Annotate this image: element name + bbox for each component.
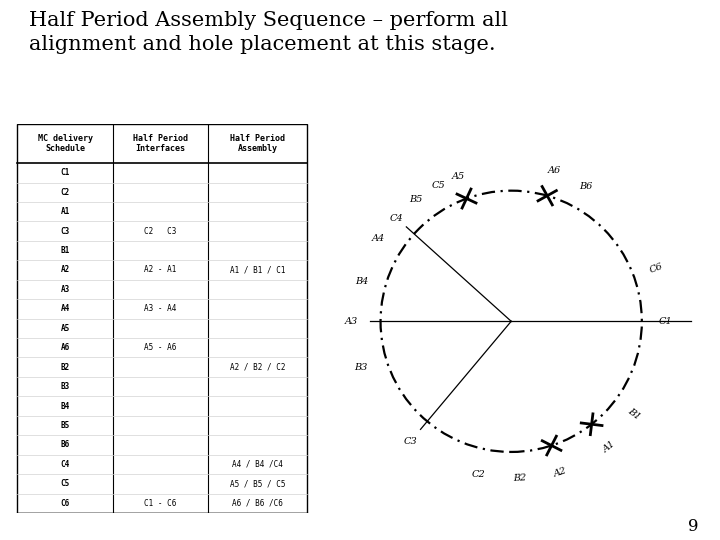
Text: C6: C6 <box>648 262 664 275</box>
Text: C4: C4 <box>60 460 70 469</box>
Text: C3: C3 <box>60 227 70 235</box>
Text: A3: A3 <box>345 317 359 326</box>
Text: A2: A2 <box>60 266 70 274</box>
Text: C1: C1 <box>659 317 672 326</box>
Text: Half Period Assembly Sequence – perform all
alignment and hole placement at this: Half Period Assembly Sequence – perform … <box>29 11 508 54</box>
Text: C1 - C6: C1 - C6 <box>145 499 176 508</box>
Text: C2: C2 <box>60 188 70 197</box>
Text: A3 - A4: A3 - A4 <box>145 305 176 313</box>
Text: A2 / B2 / C2: A2 / B2 / C2 <box>230 363 285 372</box>
Text: 9: 9 <box>688 518 698 535</box>
Text: A4: A4 <box>372 234 385 242</box>
Text: Half Period
Interfaces: Half Period Interfaces <box>133 134 188 153</box>
Text: B4: B4 <box>356 277 369 286</box>
Text: C3: C3 <box>403 437 418 446</box>
Text: A1: A1 <box>60 207 70 216</box>
Text: A2: A2 <box>553 467 568 479</box>
Text: A1: A1 <box>601 439 617 455</box>
Text: C5: C5 <box>60 480 70 488</box>
Text: C5: C5 <box>432 181 446 190</box>
Text: MC delivery
Schedule: MC delivery Schedule <box>37 134 93 153</box>
Text: B6: B6 <box>60 441 70 449</box>
Text: A5 / B5 / C5: A5 / B5 / C5 <box>230 480 285 488</box>
Text: A2 - A1: A2 - A1 <box>145 266 176 274</box>
Text: A6: A6 <box>548 166 561 175</box>
Text: A5 - A6: A5 - A6 <box>145 343 176 352</box>
Text: B4: B4 <box>60 402 70 410</box>
Text: A4 / B4 /C4: A4 / B4 /C4 <box>232 460 283 469</box>
Text: B6: B6 <box>580 182 593 191</box>
Text: B1: B1 <box>626 407 642 422</box>
Text: Half Period
Assembly: Half Period Assembly <box>230 134 285 153</box>
Text: A6: A6 <box>60 343 70 352</box>
Text: C2: C2 <box>472 470 485 479</box>
Text: B1: B1 <box>60 246 70 255</box>
Text: C4: C4 <box>390 214 403 222</box>
Text: A1 / B1 / C1: A1 / B1 / C1 <box>230 266 285 274</box>
Text: A3: A3 <box>60 285 70 294</box>
Text: B3: B3 <box>354 363 368 372</box>
Text: B2: B2 <box>60 363 70 372</box>
Text: C1: C1 <box>60 168 70 177</box>
Text: B5: B5 <box>60 421 70 430</box>
Text: A5: A5 <box>452 172 465 181</box>
Text: A4: A4 <box>60 305 70 313</box>
Text: B2: B2 <box>513 473 526 483</box>
Text: B5: B5 <box>410 195 423 204</box>
Text: A5: A5 <box>60 324 70 333</box>
Text: C2   C3: C2 C3 <box>145 227 176 235</box>
Text: A6 / B6 /C6: A6 / B6 /C6 <box>232 499 283 508</box>
Text: B3: B3 <box>60 382 70 391</box>
Text: C6: C6 <box>60 499 70 508</box>
